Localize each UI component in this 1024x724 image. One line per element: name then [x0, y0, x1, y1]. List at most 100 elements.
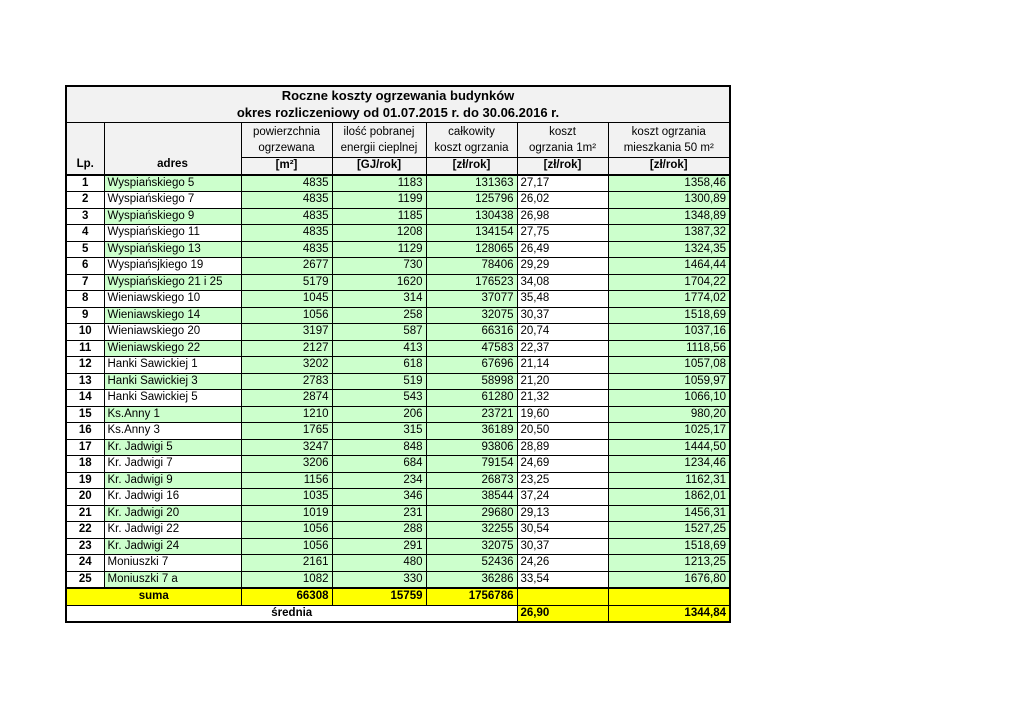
cell-cost-per-m2: 30,54 [516, 521, 609, 539]
cell-lp: 1 [65, 174, 105, 192]
table-row: 12 Hanki Sawickiej 1 3202 618 67696 21,14 1057… [65, 356, 731, 374]
title-cell: Roczne koszty ogrzewania budynków okres … [65, 85, 731, 123]
cell-lp: 10 [65, 323, 105, 341]
table-title: Roczne koszty ogrzewania budynków [281, 88, 515, 103]
cell-area: 4835 [240, 174, 333, 192]
cell-area: 4835 [240, 224, 333, 242]
cell-adres: Hanki Sawickiej 1 [103, 356, 242, 374]
cell-cost-50m2: 1025,17 [607, 422, 731, 440]
cell-adres: Wieniawskiego 14 [103, 306, 242, 324]
cell-cost-50m2: 1213,25 [607, 554, 731, 572]
cell-adres: Wyspiańskiego 9 [103, 207, 242, 225]
cell-adres: Kr. Jadwigi 22 [103, 521, 242, 539]
cell-energy: 543 [331, 389, 427, 407]
cell-area: 2874 [240, 389, 333, 407]
cell-total-cost: 128065 [425, 240, 518, 258]
cell-cost-50m2: 1162,31 [607, 471, 731, 489]
cell-lp: 22 [65, 521, 105, 539]
cell-energy: 234 [331, 471, 427, 489]
cell-area: 3206 [240, 455, 333, 473]
cell-cost-per-m2: 30,37 [516, 537, 609, 555]
cell-total-cost: 36189 [425, 422, 518, 440]
cell-cost-per-m2: 35,48 [516, 290, 609, 308]
cell-total-cost: 61280 [425, 389, 518, 407]
cell-total-cost: 29680 [425, 504, 518, 522]
table-row: 24 Moniuszki 7 2161 480 52436 24,26 1213,25 [65, 554, 731, 572]
table-row: 15 Ks.Anny 1 1210 206 23721 19,60 980,20 [65, 405, 731, 423]
cell-area: 2677 [240, 257, 333, 275]
cell-energy: 1129 [331, 240, 427, 258]
cell-cost-50m2: 1348,89 [607, 207, 731, 225]
cell-total-cost: 58998 [425, 372, 518, 390]
average-cost-per-m2: 26,90 [516, 604, 609, 623]
cell-total-cost: 36286 [425, 570, 518, 589]
cell-adres: Kr. Jadwigi 7 [103, 455, 242, 473]
cell-total-cost: 38544 [425, 488, 518, 506]
cell-energy: 519 [331, 372, 427, 390]
cell-cost-50m2: 1444,50 [607, 438, 731, 456]
header-cost-per-m2: koszt ogrzania 1m² [516, 122, 609, 158]
unit-cost-per-m2: [zł/rok] [516, 157, 609, 176]
cell-total-cost: 23721 [425, 405, 518, 423]
cell-lp: 23 [65, 537, 105, 555]
header-line: koszt ogrzania [434, 141, 509, 154]
spreadsheet-document: Roczne koszty ogrzewania budynków okres … [65, 85, 731, 623]
cell-total-cost: 67696 [425, 356, 518, 374]
cell-cost-per-m2: 21,32 [516, 389, 609, 407]
billing-period: okres rozliczeniowy od 01.07.2015 r. do … [236, 104, 560, 120]
cell-area: 4835 [240, 207, 333, 225]
sum-empty-cell [607, 587, 731, 606]
cell-adres: Wyspiańskiego 5 [103, 174, 242, 192]
cell-energy: 848 [331, 438, 427, 456]
cell-lp: 19 [65, 471, 105, 489]
cell-energy: 330 [331, 570, 427, 589]
cell-adres: Kr. Jadwigi 20 [103, 504, 242, 522]
cell-lp: 20 [65, 488, 105, 506]
sum-empty-cell [516, 587, 609, 606]
table-row: 22 Kr. Jadwigi 22 1056 288 32255 30,54 1527,25 [65, 521, 731, 539]
cell-cost-per-m2: 20,74 [516, 323, 609, 341]
cell-lp: 24 [65, 554, 105, 572]
table-row: 25 Moniuszki 7 a 1082 330 36286 33,54 1676,80 [65, 570, 731, 589]
unit-cost-50m2: [zł/rok] [607, 157, 731, 176]
cell-lp: 21 [65, 504, 105, 522]
cell-total-cost: 37077 [425, 290, 518, 308]
cell-area: 3247 [240, 438, 333, 456]
cell-cost-per-m2: 30,37 [516, 306, 609, 324]
cell-energy: 587 [331, 323, 427, 341]
cell-area: 4835 [240, 240, 333, 258]
cell-cost-50m2: 1456,31 [607, 504, 731, 522]
cell-area: 5179 [240, 273, 333, 291]
cell-cost-per-m2: 20,50 [516, 422, 609, 440]
cell-cost-per-m2: 23,25 [516, 471, 609, 489]
cell-total-cost: 79154 [425, 455, 518, 473]
header-line: mieszkania 50 m² [623, 141, 714, 154]
sum-energy: 15759 [331, 587, 427, 606]
header-total-cost: całkowity koszt ogrzania [425, 122, 518, 158]
cell-cost-per-m2: 21,20 [516, 372, 609, 390]
cell-adres: Ks.Anny 3 [103, 422, 242, 440]
cell-adres: Wyspiańskiego 11 [103, 224, 242, 242]
cell-energy: 291 [331, 537, 427, 555]
cell-area: 1019 [240, 504, 333, 522]
cell-lp: 11 [65, 339, 105, 357]
cell-area: 1156 [240, 471, 333, 489]
cell-cost-per-m2: 26,02 [516, 191, 609, 209]
cell-cost-50m2: 1676,80 [607, 570, 731, 589]
header-adres: adres [103, 122, 242, 176]
cell-cost-50m2: 1066,10 [607, 389, 731, 407]
cell-cost-per-m2: 34,08 [516, 273, 609, 291]
table-row: 23 Kr. Jadwigi 24 1056 291 32075 30,37 1518,69 [65, 537, 731, 555]
cell-adres: Wyspiańskiego 13 [103, 240, 242, 258]
sum-total-cost: 1756786 [425, 587, 518, 606]
cell-adres: Wieniawskiego 20 [103, 323, 242, 341]
cell-lp: 7 [65, 273, 105, 291]
header-line: koszt ogrzania [631, 126, 706, 138]
cell-energy: 1185 [331, 207, 427, 225]
cell-cost-50m2: 1774,02 [607, 290, 731, 308]
cell-cost-per-m2: 26,98 [516, 207, 609, 225]
cell-cost-per-m2: 22,37 [516, 339, 609, 357]
cell-adres: Hanki Sawickiej 3 [103, 372, 242, 390]
header-line: ogrzania 1m² [528, 141, 597, 154]
cell-adres: Hanki Sawickiej 5 [103, 389, 242, 407]
